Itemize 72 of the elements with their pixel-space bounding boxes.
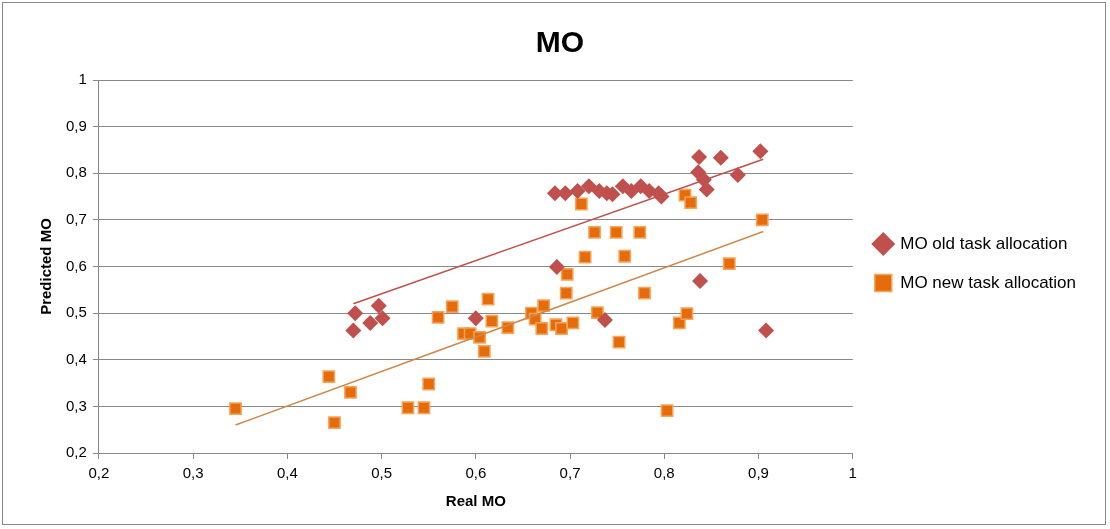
point [370,297,387,314]
point [535,322,549,335]
y-tick-label: 0,4 [65,349,87,367]
point [574,197,588,211]
point [422,377,436,391]
x-tick-label: 0,6 [465,464,487,482]
y-tick-label: 0,6 [65,256,87,274]
point [229,402,242,416]
point [755,213,769,227]
point [691,148,708,165]
x-tick-label: 0,8 [653,464,675,482]
point [322,370,336,383]
point [633,226,647,239]
y-tick-label: 0,5 [65,303,87,321]
point [477,344,491,358]
legend-label: MO new task allocation [900,272,1077,292]
point [537,299,551,313]
y-tick-label: 0,7 [65,210,87,228]
x-tick-label: 0,2 [88,464,110,482]
y-tick-label: 1 [78,70,87,88]
point [560,268,574,281]
point [609,226,623,239]
x-tick-label: 0,4 [276,464,298,482]
point [362,314,379,331]
y-axis-title: Predicted MO [37,217,55,315]
point [752,143,769,160]
point [401,401,415,415]
point [590,306,604,320]
point [638,286,651,300]
point [580,178,597,195]
point [578,250,592,264]
y-tick-label: 0,9 [65,116,87,134]
legend-label: MO old task allocation [900,233,1068,253]
point [660,404,674,417]
point [618,249,632,263]
point [692,272,709,289]
point [722,257,736,271]
point [596,312,613,329]
x-tick-label: 0,3 [182,464,204,482]
point [758,322,775,339]
point [467,310,484,327]
x-axis-title: Real MO [445,492,507,510]
y-tick-label: 0,3 [65,396,87,414]
point [698,181,715,198]
point [445,300,459,313]
point [680,307,694,320]
point [588,226,601,239]
point [566,316,580,330]
point [374,310,391,327]
point [729,167,746,184]
point [431,310,445,324]
point [559,286,573,300]
y-tick-label: 0,2 [65,443,87,461]
point [569,182,586,199]
point [684,196,698,210]
point [548,258,565,275]
chart-title: MO [535,25,585,59]
point [481,292,495,306]
point [555,322,568,335]
point [347,305,364,322]
point [485,314,499,328]
point [417,401,431,415]
point [345,322,362,339]
point [712,149,729,166]
point [344,385,357,399]
x-tick-label: 0,5 [371,464,392,482]
point [623,182,640,199]
y-tick-label: 0,8 [65,163,87,181]
point [328,416,341,430]
x-tick-label: 1 [848,464,857,482]
x-tick-label: 0,9 [748,464,769,482]
x-tick-label: 0,7 [559,464,581,482]
